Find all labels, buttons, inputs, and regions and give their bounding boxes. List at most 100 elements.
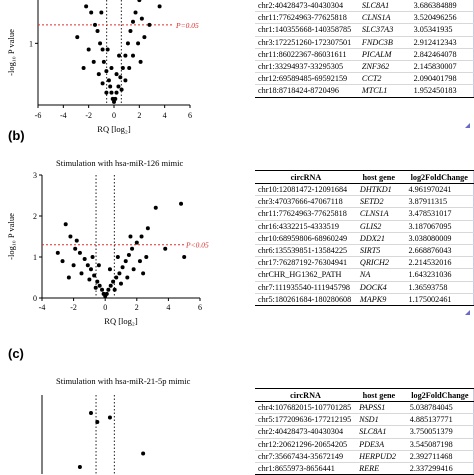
table-cell: MTCL1 (358, 84, 406, 98)
data-point (75, 35, 80, 40)
table-row: chr5:177209636-177212195 NSD1 4.885137771 (255, 413, 474, 427)
table-row: chr7:111935540-111945798 DOCK4 1.36593758 (255, 281, 474, 294)
data-point (114, 72, 119, 77)
data-point (131, 53, 135, 58)
table-cell: chr4:107682015-107701285 (255, 401, 357, 415)
table-cell: chr17:76287192-76304941 (255, 256, 357, 270)
table-cell: 2.392711468 (401, 450, 474, 463)
table-cell: chr18:8718424-8720496 (255, 84, 359, 98)
data-point (126, 252, 131, 257)
column-header-host-gene: host gene (356, 170, 401, 184)
table-cell: 2.214532016 (400, 256, 474, 270)
table-cell: DDX21 (356, 232, 401, 245)
x-tick-label: -2 (85, 111, 92, 120)
x-tick-label: 4 (166, 303, 170, 312)
table-cell: 2.145830007 (405, 60, 474, 74)
table-cell: 2.668876043 (400, 244, 474, 258)
threshold-label: P<0.05 (185, 241, 209, 250)
table-cell: 3.545087198 (401, 438, 474, 451)
data-point (100, 287, 105, 292)
x-tick-label: -6 (35, 111, 42, 120)
data-point (109, 90, 114, 95)
table-cell: chr6:135539851-13584225 (255, 244, 357, 258)
data-point (153, 205, 158, 210)
data-point (81, 66, 86, 70)
table-row: chr11:86022367-86031611 PICALM 2.842464078 (255, 48, 474, 61)
table-cell: 3.520496256 (405, 11, 474, 25)
table-cell: 3.750051379 (401, 425, 474, 439)
y-tick-label: 1 (29, 39, 33, 48)
data-point (117, 271, 122, 276)
data-point (147, 22, 152, 27)
data-point (138, 59, 143, 64)
table-cell: chr1:8655973-8656441 (255, 462, 357, 475)
data-point (63, 222, 68, 227)
table-cell: chr1:33294937-33295305 (255, 60, 359, 74)
table-row: chr11:77624963-77625818 CLNS1A 3.520496256 (255, 11, 474, 25)
column-header-log2foldchange: log2FoldChange (400, 170, 474, 184)
table-cell: 3.05341935 (405, 23, 474, 37)
table-row: chr12:20621296-20654205 PDE3A 3.545087198 (255, 438, 474, 451)
column-header-log2foldchange: log2FoldChange (401, 388, 474, 402)
data-point (114, 275, 119, 280)
table-row: chr16:4332215-4333519 GLIS2 3.187067095 (255, 220, 474, 233)
data-point (100, 47, 105, 52)
volcano-plot-c (41, 395, 146, 474)
data-point (106, 78, 111, 83)
table-cell: NSD1 (356, 413, 402, 427)
data-point (96, 263, 101, 268)
data-point (120, 66, 125, 70)
circrna-table-c: circRNA host gene log2FoldChange chr4:10… (255, 388, 474, 475)
table-row: chr10:68959806-68960249 DDX21 3.038080009 (255, 232, 474, 245)
table-cell: CLNS1A (358, 11, 406, 25)
data-point (114, 90, 119, 95)
table-cell: chr2:40428473-40430304 (255, 0, 359, 13)
data-point (128, 234, 133, 239)
table-cell: chr12:69589485-69592159 (255, 72, 359, 86)
data-point (134, 240, 139, 245)
table-cell: GLIS2 (356, 220, 401, 233)
table-cell: PICALM (358, 48, 406, 61)
data-point (133, 10, 138, 15)
table-cell: 5.038784045 (401, 401, 474, 415)
data-point (104, 69, 109, 74)
table-cell: 3.87911315 (400, 195, 474, 209)
data-point (113, 96, 118, 101)
table-cell: ZNF362 (358, 60, 406, 74)
data-point (116, 84, 121, 89)
table-row: chr1:8655973-8656441 RERE 2.337299416 (255, 462, 474, 475)
table-cell: SIRT5 (356, 244, 401, 258)
data-point (139, 16, 144, 21)
data-point (125, 275, 130, 280)
table-cell: chr10:12081472-12091684 (255, 183, 357, 197)
table-cell: chr12:20621296-20654205 (255, 438, 357, 451)
panel-c-label: (c) (8, 346, 24, 361)
data-point (119, 87, 124, 92)
data-point (101, 59, 106, 64)
data-point (90, 255, 95, 259)
table-row: chr4:107682015-107701285 PAPSS1 5.03878404… (255, 401, 474, 415)
data-point (119, 281, 123, 286)
table-cell: PAPSS1 (356, 401, 402, 415)
table-resize-handle (465, 123, 470, 128)
table-cell: chr7:111935540-111945798 (255, 281, 357, 294)
data-point (128, 29, 133, 33)
x-tick-label: 0 (112, 111, 116, 120)
data-point (93, 22, 97, 27)
data-point (104, 90, 109, 95)
table-cell: 3.686384889 (405, 0, 474, 13)
data-point (182, 255, 187, 259)
data-point (87, 277, 92, 282)
data-point (108, 84, 113, 89)
y-tick-label: 2 (33, 212, 37, 221)
x-tick-label: 0 (103, 303, 107, 312)
data-point (95, 420, 100, 424)
x-tick-label: 4 (163, 111, 167, 120)
data-point (144, 255, 149, 259)
panel-c-title: Stimulation with hsa-miR-21-5p mimic (56, 376, 191, 386)
data-point (142, 35, 147, 40)
data-point (145, 226, 150, 231)
y-tick-label: 3 (33, 171, 37, 180)
table-resize-handle (465, 310, 470, 315)
